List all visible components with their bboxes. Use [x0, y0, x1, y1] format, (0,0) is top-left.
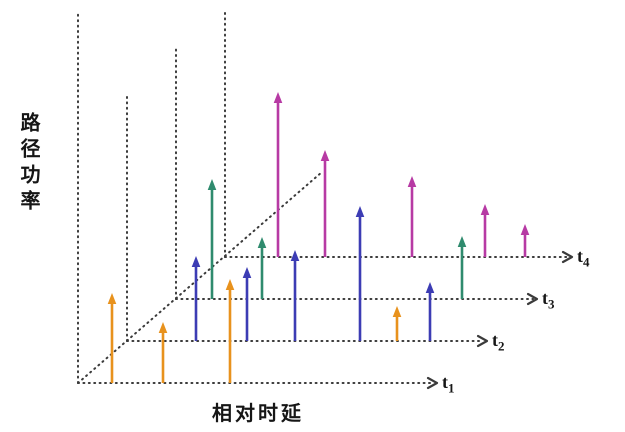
y-axis-label: 路径功率 — [17, 112, 41, 216]
time-label-t4: t4 — [577, 245, 590, 274]
impulse-arrowhead-icon — [107, 293, 117, 304]
time-label-t1: t1 — [442, 371, 455, 400]
impulse-arrowhead-icon — [355, 206, 365, 217]
impulse-arrowhead-icon — [273, 92, 283, 103]
time-label-t1-sub: 1 — [448, 380, 455, 396]
impulse-arrowhead-icon — [242, 267, 252, 278]
impulse-arrowhead-icon — [290, 250, 300, 261]
time-label-t3-sub: 3 — [548, 296, 555, 312]
time-label-t3: t3 — [542, 287, 555, 316]
time-label-t4-sub: 4 — [583, 254, 590, 270]
impulse-arrowhead-icon — [520, 224, 530, 235]
time-label-t2-base: t — [492, 330, 498, 350]
impulse-arrowhead-icon — [425, 282, 435, 293]
delay-axis-arrowhead-icon — [526, 292, 539, 306]
delay-axis-arrowhead-icon — [561, 250, 574, 264]
impulse-arrowhead-icon — [320, 150, 330, 161]
time-label-t1-base: t — [442, 372, 448, 392]
time-diagonal-axis-line — [77, 171, 323, 384]
time-label-t4-base: t — [577, 246, 583, 266]
impulse-arrowhead-icon — [207, 179, 217, 190]
x-axis-label: 相对时延 — [212, 401, 304, 425]
impulse-arrowhead-icon — [191, 256, 201, 267]
impulse-arrowhead-icon — [225, 279, 235, 290]
impulse-arrowhead-icon — [158, 322, 168, 333]
impulse-arrowhead-icon — [457, 236, 467, 247]
impulse-arrowhead-icon — [407, 176, 417, 187]
time-label-t3-base: t — [542, 288, 548, 308]
time-label-t2-sub: 2 — [498, 338, 505, 354]
impulse-arrowhead-icon — [257, 237, 267, 248]
delay-axis-arrowhead-icon — [476, 334, 489, 348]
impulse-arrowhead-icon — [480, 204, 490, 215]
delay-axis-arrowhead-icon — [426, 376, 439, 390]
impulse-arrowhead-icon — [392, 306, 402, 317]
time-label-t2: t2 — [492, 329, 505, 358]
